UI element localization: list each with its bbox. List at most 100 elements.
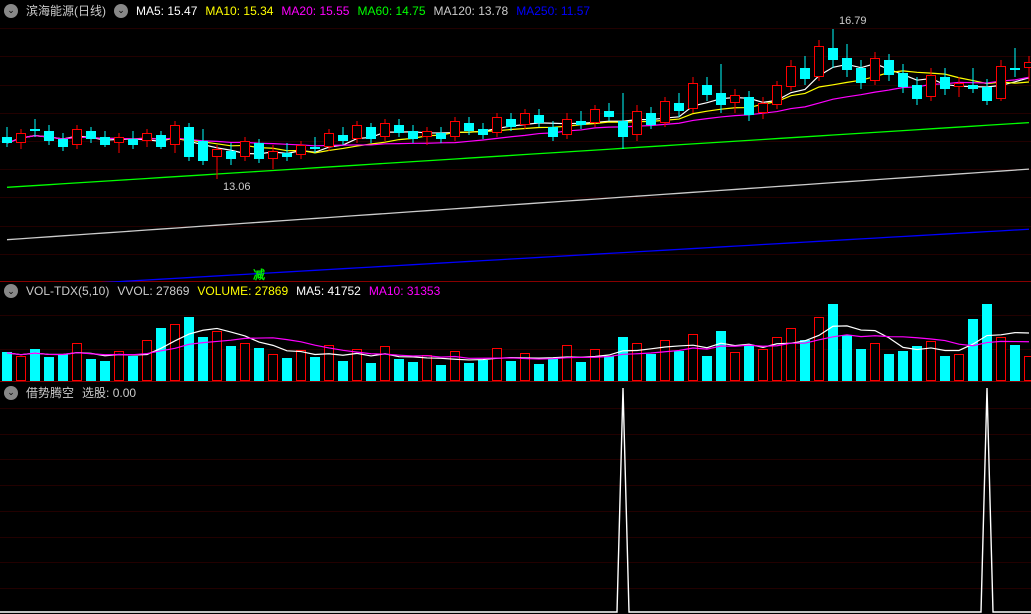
candle[interactable]: [254, 0, 264, 282]
candle[interactable]: [58, 0, 68, 282]
candle[interactable]: [814, 0, 824, 282]
volume-bar[interactable]: [72, 343, 82, 381]
volume-bar[interactable]: [184, 317, 194, 381]
volume-bar[interactable]: [548, 358, 558, 381]
volume-bar[interactable]: [282, 358, 292, 381]
volume-bar[interactable]: [1024, 356, 1031, 381]
volume-bar[interactable]: [30, 349, 40, 381]
candle[interactable]: [352, 0, 362, 282]
candle[interactable]: [478, 0, 488, 282]
candle[interactable]: [226, 0, 236, 282]
candle[interactable]: [366, 0, 376, 282]
volume-bar[interactable]: [688, 334, 698, 381]
candle[interactable]: [744, 0, 754, 282]
volume-bar[interactable]: [520, 353, 530, 381]
expand-icon-2[interactable]: ⌄: [114, 4, 128, 18]
volume-bar[interactable]: [730, 352, 740, 381]
volume-bar[interactable]: [114, 351, 124, 381]
volume-bar[interactable]: [940, 356, 950, 382]
volume-bar[interactable]: [44, 357, 54, 381]
candle[interactable]: [128, 0, 138, 282]
candle[interactable]: [618, 0, 628, 282]
volume-bar[interactable]: [492, 348, 502, 381]
volume-bar[interactable]: [100, 361, 110, 381]
volume-bar[interactable]: [772, 337, 782, 381]
candle[interactable]: [702, 0, 712, 282]
volume-bar[interactable]: [996, 337, 1006, 381]
candle[interactable]: [114, 0, 124, 282]
candle[interactable]: [604, 0, 614, 282]
volume-bar[interactable]: [366, 363, 376, 381]
volume-bar[interactable]: [2, 352, 12, 381]
volume-bar[interactable]: [394, 359, 404, 381]
candle[interactable]: [142, 0, 152, 282]
volume-bar[interactable]: [674, 351, 684, 381]
candle[interactable]: [898, 0, 908, 282]
candle[interactable]: [86, 0, 96, 282]
candle[interactable]: [884, 0, 894, 282]
volume-bar[interactable]: [128, 356, 138, 381]
volume-bar[interactable]: [576, 362, 586, 381]
candle[interactable]: [800, 0, 810, 282]
candle[interactable]: [716, 0, 726, 282]
volume-bar[interactable]: [758, 349, 768, 381]
volume-bar[interactable]: [296, 350, 306, 381]
candle[interactable]: [1024, 0, 1031, 282]
volume-bar[interactable]: [842, 335, 852, 381]
candle[interactable]: [380, 0, 390, 282]
candle[interactable]: [492, 0, 502, 282]
candle[interactable]: [184, 0, 194, 282]
volume-bar[interactable]: [660, 340, 670, 381]
candle[interactable]: [772, 0, 782, 282]
volume-bar[interactable]: [254, 348, 264, 381]
candle[interactable]: [996, 0, 1006, 282]
volume-bar[interactable]: [142, 340, 152, 381]
volume-bar[interactable]: [632, 343, 642, 381]
candle[interactable]: [170, 0, 180, 282]
volume-bar[interactable]: [562, 345, 572, 381]
volume-bar[interactable]: [604, 356, 614, 381]
volume-bar[interactable]: [86, 359, 96, 381]
candle[interactable]: [674, 0, 684, 282]
candle[interactable]: [156, 0, 166, 282]
candle[interactable]: [198, 0, 208, 282]
candle[interactable]: [240, 0, 250, 282]
volume-bar[interactable]: [828, 304, 838, 381]
expand-icon[interactable]: ⌄: [4, 284, 18, 298]
candle[interactable]: [436, 0, 446, 282]
volume-bar[interactable]: [926, 341, 936, 381]
volume-bar[interactable]: [786, 328, 796, 381]
candle[interactable]: [730, 0, 740, 282]
candle[interactable]: [548, 0, 558, 282]
volume-bar[interactable]: [618, 337, 628, 381]
candle[interactable]: [1010, 0, 1020, 282]
volume-bar[interactable]: [702, 356, 712, 382]
expand-icon[interactable]: ⌄: [4, 4, 18, 18]
volume-bar[interactable]: [352, 349, 362, 381]
candle[interactable]: [982, 0, 992, 282]
candle[interactable]: [646, 0, 656, 282]
candle[interactable]: [282, 0, 292, 282]
candle[interactable]: [912, 0, 922, 282]
candle[interactable]: [394, 0, 404, 282]
volume-bar[interactable]: [212, 331, 222, 381]
volume-bar[interactable]: [324, 345, 334, 381]
volume-bar[interactable]: [856, 349, 866, 381]
volume-bar[interactable]: [534, 364, 544, 381]
candle[interactable]: [422, 0, 432, 282]
candle[interactable]: [926, 0, 936, 282]
volume-bar[interactable]: [408, 362, 418, 381]
candle[interactable]: [212, 0, 222, 282]
candle[interactable]: [968, 0, 978, 282]
volume-bar[interactable]: [240, 343, 250, 381]
candle[interactable]: [828, 0, 838, 282]
volume-panel[interactable]: ⌄ VOL-TDX(5,10) VVOL: 27869 VOLUME: 2786…: [0, 282, 1031, 382]
volume-bar[interactable]: [506, 361, 516, 381]
volume-bar[interactable]: [884, 354, 894, 381]
volume-bar[interactable]: [338, 361, 348, 381]
candle[interactable]: [72, 0, 82, 282]
candle[interactable]: [338, 0, 348, 282]
volume-bar[interactable]: [716, 331, 726, 381]
candle[interactable]: [758, 0, 768, 282]
volume-bar[interactable]: [870, 343, 880, 381]
